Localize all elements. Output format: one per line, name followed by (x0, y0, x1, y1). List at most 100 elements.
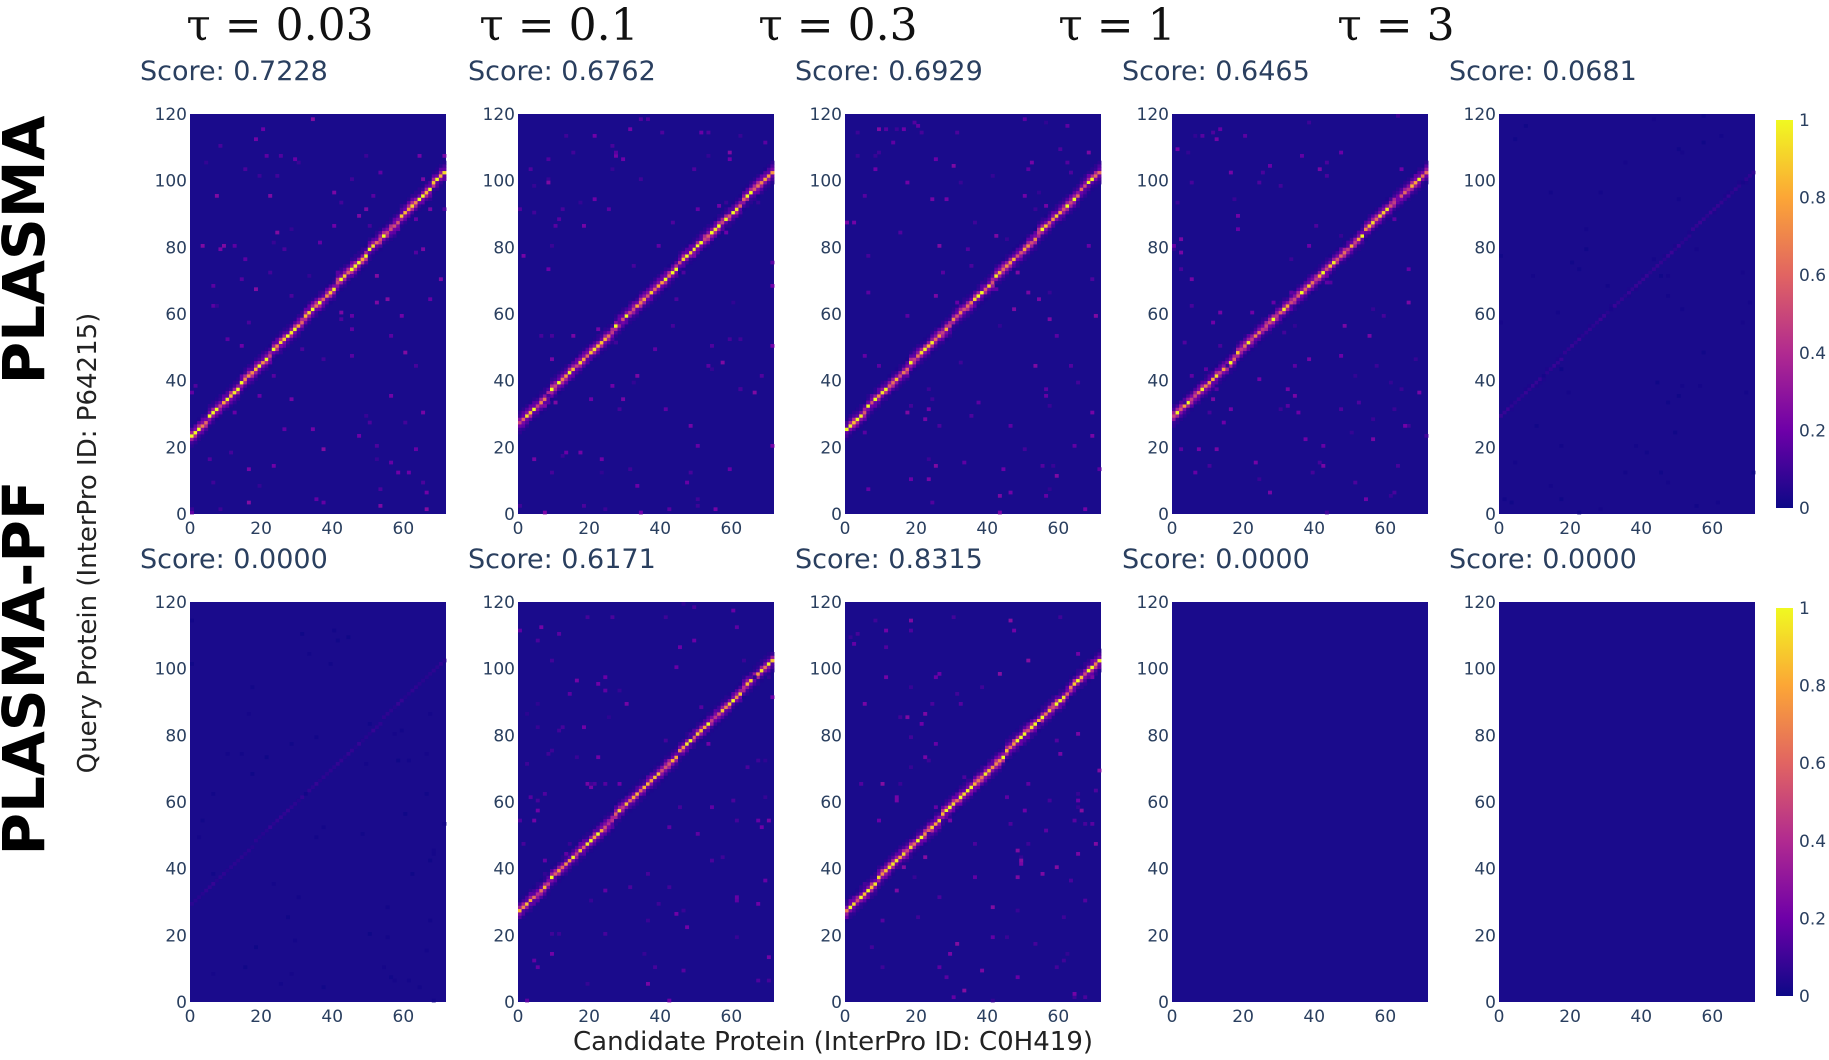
heatmap-cell (1250, 337, 1255, 342)
heatmap-cell (592, 838, 597, 843)
heatmap-cell (518, 417, 522, 422)
heatmap-cell (243, 370, 248, 375)
heatmap-cell (990, 277, 995, 282)
heatmap-cell (724, 715, 729, 720)
heatmap-cell (944, 334, 949, 338)
heatmap-cell (674, 260, 679, 265)
heatmap-cell (1374, 207, 1379, 212)
x-tick-label: 40 (1303, 1007, 1325, 1027)
heatmap-cell (211, 414, 216, 418)
heatmap-cell (948, 805, 953, 810)
heatmap-cell (1360, 227, 1365, 232)
heatmap-cell (1044, 715, 1049, 720)
heatmap-cell (1260, 317, 1265, 322)
heatmap-cell (438, 180, 443, 185)
heatmap-cell (678, 805, 682, 810)
heatmap-cell (884, 390, 889, 395)
heatmap-cell (1378, 214, 1383, 218)
heatmap-cell (289, 805, 294, 810)
heatmap-cell (1040, 230, 1045, 235)
heatmap-cell (539, 878, 544, 883)
heatmap-cell (1317, 167, 1322, 172)
heatmap-cell (542, 875, 547, 880)
heatmap-cell (599, 344, 604, 348)
heatmap-cell (571, 852, 576, 856)
heatmap-cell (1069, 170, 1073, 175)
x-tick-label: 60 (721, 1007, 743, 1027)
heatmap-cell (1182, 400, 1187, 405)
heatmap-cell (328, 294, 333, 298)
heatmap-cell (997, 277, 1002, 282)
heatmap-cell (766, 167, 771, 172)
heatmap-cell (717, 220, 722, 225)
heatmap-cell (553, 380, 558, 385)
heatmap-cell (688, 240, 693, 245)
heatmap-cell (699, 240, 704, 245)
heatmap-cell (738, 207, 743, 212)
heatmap-cell (873, 878, 878, 883)
heatmap-cell (848, 908, 853, 913)
heatmap-cell (930, 334, 935, 338)
heatmap-cell (1381, 210, 1386, 215)
heatmap-cell (951, 995, 956, 1000)
heatmap-cell (852, 220, 857, 225)
heatmap-cell (1715, 204, 1720, 208)
heatmap-cell (1019, 254, 1024, 258)
heatmap-cell (749, 688, 754, 693)
heatmap-cell (243, 384, 248, 388)
heatmap-cell (670, 220, 675, 225)
heatmap-cell (296, 324, 301, 328)
heatmap-cell (1673, 430, 1678, 435)
heatmap-cell (374, 250, 379, 255)
heatmap-cell (1232, 354, 1237, 358)
heatmap-cell (944, 818, 949, 823)
heatmap-cell (1228, 364, 1233, 368)
heatmap-cell (207, 414, 212, 418)
heatmap-cell (264, 154, 269, 158)
heatmap-cell (1509, 407, 1514, 412)
heatmap-cell (257, 484, 262, 488)
heatmap-cell (367, 247, 372, 252)
heatmap-cell (535, 638, 540, 643)
heatmap-cell (937, 330, 942, 335)
heatmap-cell (742, 207, 746, 212)
heatmap-cell (542, 878, 547, 883)
heatmap-cell (353, 257, 358, 262)
heatmap-cell (1015, 745, 1020, 750)
heatmap-cell (1726, 194, 1731, 198)
heatmap-cell (286, 808, 290, 813)
heatmap-cell (891, 852, 896, 856)
heatmap-cell (325, 287, 330, 292)
heatmap-cell (1058, 214, 1063, 218)
colorbar-tick-label: 0 (1799, 987, 1810, 1007)
heatmap-cell (1179, 400, 1184, 405)
heatmap-cell (877, 868, 881, 873)
heatmap-cell (518, 902, 522, 906)
heatmap-cell (1282, 314, 1287, 318)
heatmap-cell (1182, 407, 1187, 412)
heatmap-cell (948, 320, 953, 325)
heatmap-cell (717, 204, 722, 208)
heatmap-cell (678, 645, 682, 650)
y-tick-label: 120 (810, 105, 842, 125)
heatmap-cell (617, 688, 622, 693)
heatmap-cell (1040, 705, 1045, 710)
heatmap-cell (756, 668, 761, 673)
heatmap-cell (421, 177, 426, 182)
heatmap-cell (973, 304, 977, 308)
heatmap-cell (695, 732, 700, 736)
heatmap-cell (678, 742, 682, 746)
heatmap-cell (403, 207, 408, 212)
heatmap-cell (990, 762, 995, 766)
heatmap-cell (909, 735, 913, 740)
heatmap-cell (997, 672, 1002, 676)
heatmap-cell (763, 140, 768, 145)
heatmap-cell (880, 865, 885, 870)
heatmap-cell (1335, 247, 1340, 252)
heatmap-cell (560, 387, 565, 392)
heatmap-cell (1058, 708, 1063, 713)
heatmap-cell (585, 832, 590, 836)
heatmap-cell (1054, 865, 1059, 870)
heatmap-cell (1182, 410, 1187, 415)
